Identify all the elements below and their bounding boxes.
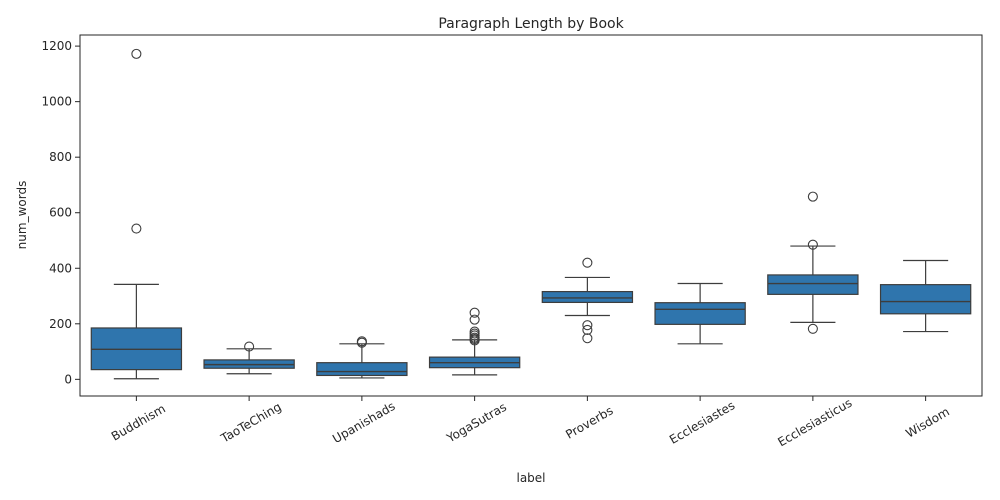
x-tick-label: Buddhism bbox=[109, 401, 168, 443]
outlier-point bbox=[469, 326, 480, 337]
outlier-point bbox=[131, 48, 142, 59]
iqr-box bbox=[767, 274, 859, 295]
outlier-point bbox=[244, 341, 255, 352]
iqr-box bbox=[654, 302, 746, 325]
outlier-point bbox=[582, 257, 593, 268]
plot-area-frame bbox=[79, 34, 983, 397]
x-tick-label: Ecclesiasticus bbox=[775, 396, 854, 450]
box-group bbox=[203, 341, 295, 375]
outlier-point bbox=[582, 324, 593, 335]
outlier-point bbox=[807, 191, 818, 202]
x-axis: Buddhism TaoTeChing Upanishads YogaSutras Pr… bbox=[109, 396, 952, 450]
outlier-point bbox=[582, 333, 593, 344]
x-axis-title: label bbox=[516, 471, 545, 485]
box-series bbox=[90, 48, 972, 380]
y-axis: 0 200 400 600 800 1000 1200 bbox=[41, 39, 80, 386]
y-axis-title: num_words bbox=[15, 181, 29, 250]
y-tick-label: 1200 bbox=[41, 39, 72, 53]
x-tick-label: Upanishads bbox=[330, 399, 397, 446]
y-tick-label: 800 bbox=[49, 150, 72, 164]
outlier-point bbox=[469, 307, 480, 318]
iqr-box bbox=[316, 362, 408, 377]
box-group bbox=[316, 336, 408, 379]
x-tick-label: YogaSutras bbox=[443, 400, 508, 446]
y-tick-label: 0 bbox=[64, 372, 72, 386]
box-group bbox=[654, 282, 746, 345]
x-tick-label: Wisdom bbox=[903, 405, 951, 441]
iqr-box bbox=[879, 284, 972, 315]
outlier-point bbox=[807, 239, 818, 250]
box-group bbox=[541, 257, 634, 344]
chart-title: Paragraph Length by Book bbox=[438, 16, 624, 32]
box-group bbox=[90, 48, 183, 380]
box-group bbox=[879, 259, 972, 333]
box-group bbox=[767, 191, 859, 334]
x-tick-label: Proverbs bbox=[563, 403, 615, 441]
y-tick-label: 200 bbox=[49, 317, 72, 331]
outlier-point bbox=[807, 323, 818, 334]
x-tick-label: TaoTeChing bbox=[218, 400, 284, 446]
y-tick-label: 1000 bbox=[41, 95, 72, 109]
outlier-point bbox=[131, 223, 142, 234]
outlier-point bbox=[469, 314, 480, 325]
iqr-box bbox=[541, 290, 634, 304]
x-tick-label: Ecclesiastes bbox=[667, 398, 737, 447]
y-tick-label: 600 bbox=[49, 206, 72, 220]
outlier-point bbox=[582, 320, 593, 331]
y-tick-label: 400 bbox=[49, 261, 72, 275]
outlier-point bbox=[356, 336, 367, 347]
box-group bbox=[428, 307, 521, 376]
